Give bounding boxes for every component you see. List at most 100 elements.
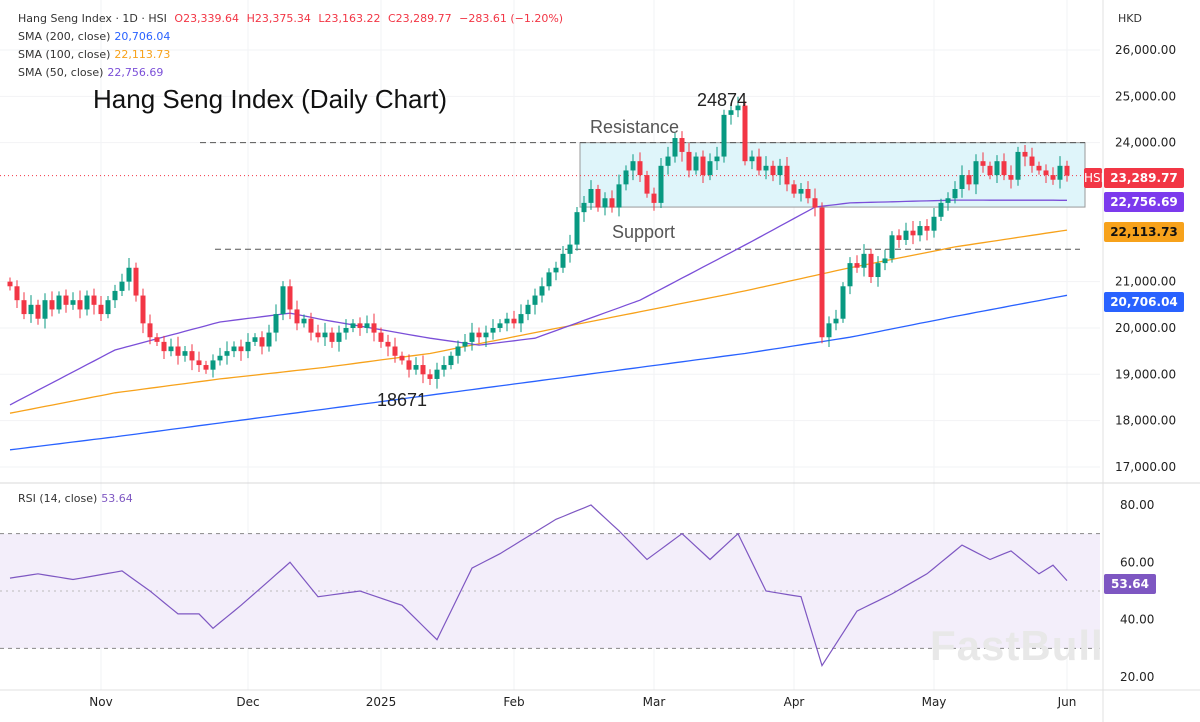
candle xyxy=(497,319,503,333)
candle xyxy=(364,315,370,334)
candle-body xyxy=(735,105,741,111)
candle xyxy=(56,291,62,314)
candle-body xyxy=(189,351,195,361)
candle xyxy=(721,109,727,163)
candle xyxy=(847,257,853,295)
sma100-legend[interactable]: SMA (100, close) 22,113.73 xyxy=(18,48,174,61)
candle xyxy=(931,207,937,238)
candle xyxy=(504,312,510,332)
candle-body xyxy=(770,165,776,176)
resistance-annotation: Resistance xyxy=(590,117,680,137)
candle xyxy=(868,248,874,284)
candle xyxy=(49,291,55,317)
candle xyxy=(826,316,832,347)
candle xyxy=(805,181,811,204)
candle-body xyxy=(728,110,734,115)
candle-body xyxy=(112,290,118,301)
candle xyxy=(630,154,636,181)
candle-body xyxy=(70,300,76,305)
candle-body xyxy=(364,323,370,328)
candle-body xyxy=(1022,151,1028,157)
candle xyxy=(301,314,307,328)
candle xyxy=(315,324,321,343)
candle-body xyxy=(609,198,615,208)
candle-body xyxy=(798,188,804,194)
candle-body xyxy=(1043,170,1049,176)
candle-body xyxy=(721,114,727,157)
candle xyxy=(581,195,587,222)
candle-body xyxy=(917,226,923,236)
candle-body xyxy=(1064,165,1070,176)
candle-body xyxy=(1050,175,1056,180)
candle-body xyxy=(448,355,454,366)
candle-body xyxy=(581,202,587,213)
candle xyxy=(1036,161,1042,175)
candle xyxy=(623,165,629,191)
candle-body xyxy=(455,346,461,356)
candle-body xyxy=(196,360,202,366)
sma100-line xyxy=(9,229,1068,414)
candle-body xyxy=(392,346,398,356)
sma200-value: 20,706.04 xyxy=(114,30,171,43)
candle xyxy=(455,340,461,364)
candle-body xyxy=(714,156,720,162)
candle xyxy=(980,152,986,173)
candle-body xyxy=(980,161,986,166)
time-tick-label: Dec xyxy=(236,695,259,709)
candle-body xyxy=(1008,175,1014,180)
candle xyxy=(595,184,601,212)
candle xyxy=(735,96,741,118)
price-tick-label: 25,000.00 xyxy=(1115,89,1176,103)
candle-body xyxy=(140,295,146,324)
candle-body xyxy=(252,337,258,342)
candle-body xyxy=(413,365,419,370)
candle xyxy=(112,284,118,309)
candle xyxy=(525,299,531,321)
symbol-legend: Hang Seng Index · 1D · HSI O23,339.64 H2… xyxy=(18,12,567,25)
time-tick-label: Mar xyxy=(643,695,666,709)
candle xyxy=(1015,146,1021,186)
candle xyxy=(21,292,27,320)
candle xyxy=(420,355,426,384)
candle xyxy=(70,292,76,310)
price-tick-label: 21,000.00 xyxy=(1115,275,1176,289)
candle-body xyxy=(875,263,881,278)
candle xyxy=(1064,160,1070,182)
candle xyxy=(784,157,790,192)
candle xyxy=(973,154,979,195)
candle xyxy=(539,277,545,303)
candle-body xyxy=(763,165,769,171)
candle-body xyxy=(175,346,181,356)
candle xyxy=(203,360,209,374)
rsi-legend[interactable]: RSI (14, close) 53.64 xyxy=(18,492,137,505)
candle-body xyxy=(259,337,265,347)
sma50-badge: 22,756.69 xyxy=(1104,192,1184,212)
range-box xyxy=(579,142,1086,208)
rsi-tick-label: 80.00 xyxy=(1120,498,1154,512)
candle xyxy=(945,192,951,211)
candle xyxy=(763,156,769,180)
candle xyxy=(42,293,48,329)
candle-body xyxy=(434,369,440,379)
sma100-label: SMA (100, close) xyxy=(18,48,111,61)
candle-body xyxy=(154,337,160,342)
candle xyxy=(119,273,125,297)
candle-body xyxy=(133,267,139,296)
sma50-line xyxy=(9,199,1067,406)
candle-body xyxy=(966,175,972,185)
candle-body xyxy=(910,230,916,236)
candle-body xyxy=(399,355,405,361)
candle xyxy=(910,220,916,245)
candle-body xyxy=(651,193,657,203)
candle xyxy=(434,362,440,389)
candle xyxy=(812,188,818,217)
candle xyxy=(637,152,643,183)
candle-body xyxy=(679,138,685,152)
candle xyxy=(777,158,783,185)
candle xyxy=(14,280,20,309)
sma50-legend[interactable]: SMA (50, close) 22,756.69 xyxy=(18,66,167,79)
sma200-legend[interactable]: SMA (200, close) 20,706.04 xyxy=(18,30,174,43)
candle xyxy=(798,182,804,202)
